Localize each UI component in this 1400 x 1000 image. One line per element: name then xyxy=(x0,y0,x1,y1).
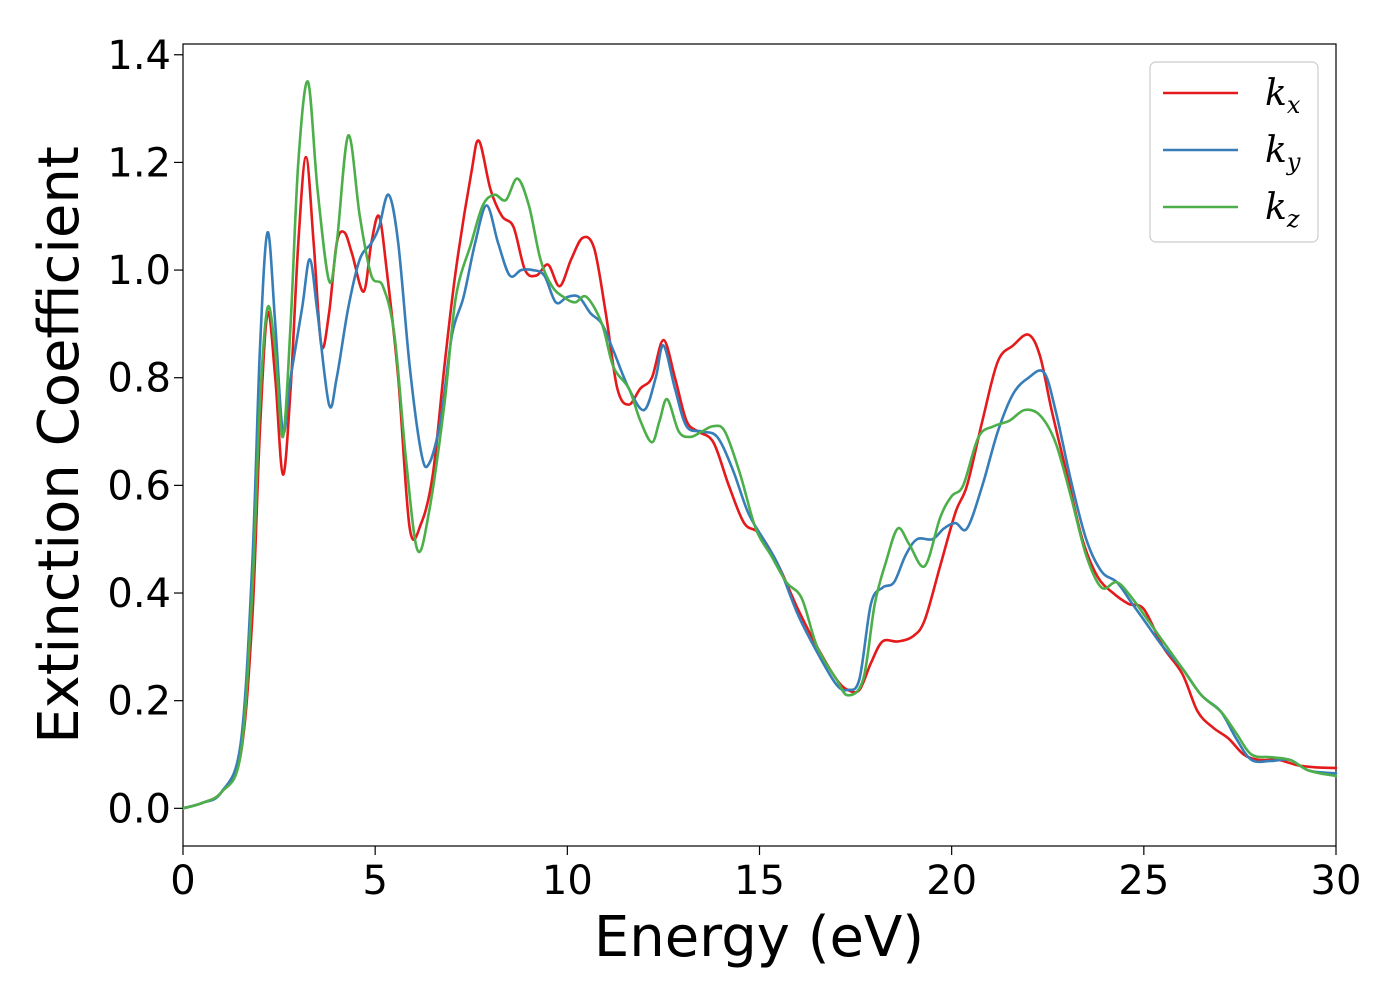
y-tick-label: 0.0 xyxy=(107,786,171,832)
x-axis-label: Energy (eV) xyxy=(594,905,924,970)
y-tick-label: 1.0 xyxy=(107,248,171,294)
x-tick-label: 5 xyxy=(362,858,387,904)
x-tick-label: 10 xyxy=(542,858,593,904)
x-tick-label: 30 xyxy=(1311,858,1362,904)
x-tick-label: 0 xyxy=(170,858,195,904)
y-tick-label: 1.2 xyxy=(107,140,171,186)
legend-subscript: z xyxy=(1286,205,1300,233)
series-line-kz xyxy=(181,80,1338,810)
legend-subscript: x xyxy=(1287,91,1301,119)
x-tick-label: 25 xyxy=(1118,858,1169,904)
y-tick-label: 0.8 xyxy=(107,356,171,402)
series-layer xyxy=(181,80,1338,810)
x-axis-ticks: 0 5 10 15 20 25 30 xyxy=(170,846,1361,904)
y-tick-label: 1.4 xyxy=(107,33,171,79)
legend-box xyxy=(1149,61,1319,243)
y-tick-label: 0.2 xyxy=(107,679,171,725)
x-tick-label: 15 xyxy=(734,858,785,904)
x-tick-label: 20 xyxy=(926,858,977,904)
legend-subscript: y xyxy=(1286,148,1301,176)
y-axis-label: Extinction Coefficient xyxy=(27,146,92,744)
y-tick-label: 0.6 xyxy=(107,463,171,509)
y-axis-ticks: 0.0 0.2 0.4 0.6 0.8 1.0 1.2 1.4 xyxy=(107,33,183,832)
y-tick-label: 0.4 xyxy=(107,571,171,617)
series-line-ky xyxy=(181,193,1338,810)
